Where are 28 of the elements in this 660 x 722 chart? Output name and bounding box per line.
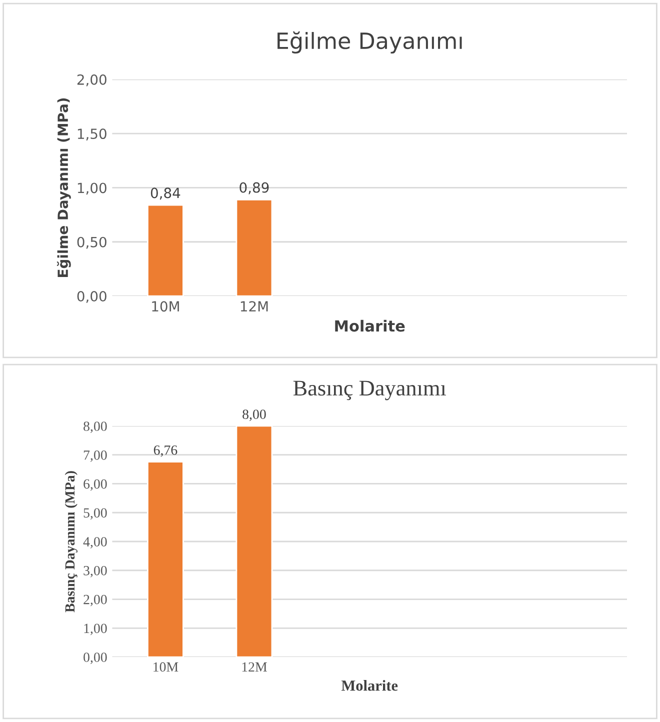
y-tick-label: 1,00 — [78, 182, 106, 195]
x-tick-label: 10M — [154, 662, 178, 672]
y-tick-label: 7,00 — [84, 450, 107, 462]
text: Basınç Dayanımı — [293, 380, 446, 400]
x-axis-title: Molarite — [341, 680, 398, 691]
y-axis-title: Eğilme Dayanımı (MPa) — [56, 98, 71, 277]
y-tick-label: 0,00 — [77, 290, 106, 303]
y-tick-label: 2,00 — [77, 74, 106, 86]
x-tick-label: 12M — [242, 662, 267, 672]
x-tick-label: 10M — [152, 301, 179, 312]
data-label: 6,76 — [154, 445, 178, 457]
y-tick-label: 6,00 — [84, 479, 107, 491]
data-label: 0,84 — [150, 188, 180, 200]
y-tick-label: 0,00 — [84, 652, 107, 664]
y-tick-label: 1,00 — [84, 624, 107, 636]
y-tick-label: 5,00 — [84, 508, 107, 520]
y-tick-label: 3,00 — [84, 566, 107, 578]
x-axis-title: Molarite — [335, 320, 405, 332]
y-tick-label: 2,00 — [84, 594, 107, 606]
x-tick-label: 12M — [240, 301, 268, 312]
y-tick-label: 8,00 — [84, 422, 107, 433]
y-axis-title: Basınç Dayanımı (MPa) — [64, 471, 78, 612]
y-tick-label: 0,50 — [77, 236, 106, 249]
y-tick-label: 4,00 — [83, 537, 107, 548]
y-tick-label: 1,50 — [78, 128, 106, 140]
data-label: 0,89 — [240, 182, 269, 194]
data-label: 8,00 — [242, 410, 266, 421]
text: Eğilme Dayanımı — [278, 31, 462, 54]
